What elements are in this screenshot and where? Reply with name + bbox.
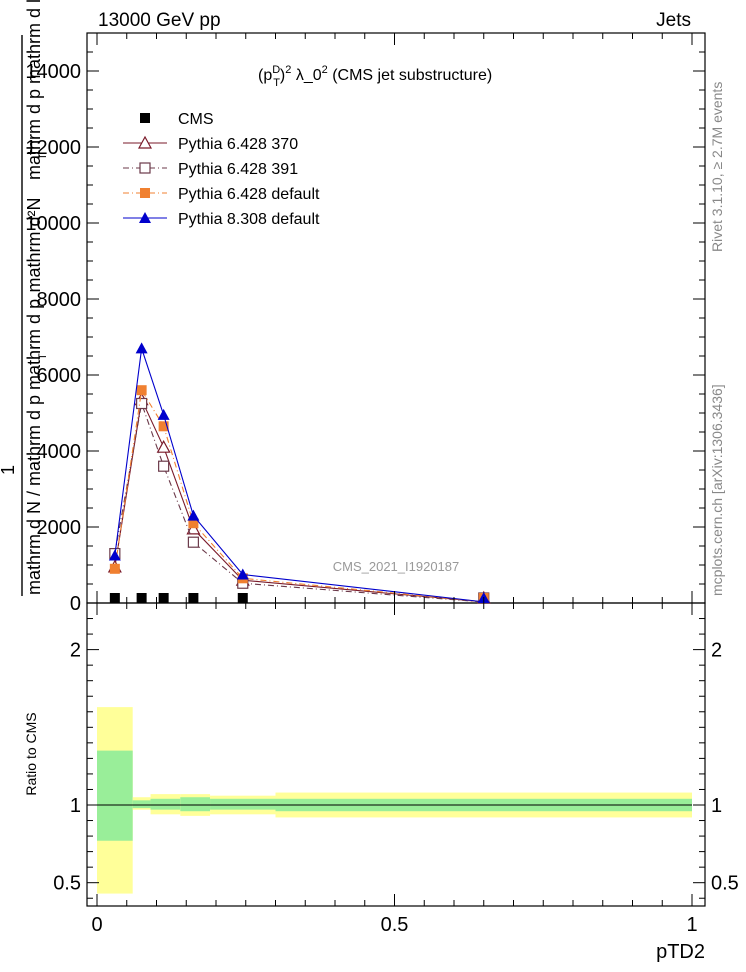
y-tick-label: 2000	[37, 517, 82, 539]
y-tick-label: 10000	[25, 213, 81, 235]
legend-marker-0	[140, 113, 150, 123]
series-point-0	[136, 593, 147, 603]
series-point-3	[158, 421, 169, 432]
ratio-band-1sigma	[150, 798, 181, 810]
series-point-2	[187, 536, 199, 548]
y-tick-label: 0	[70, 593, 81, 615]
legend-label-3: Pythia 6.428 default	[178, 186, 320, 203]
ratio-band-1sigma	[132, 800, 151, 809]
y-axis-label: mathrm d²N mathrm d p mathrm d lambda T …	[0, 0, 49, 596]
y-tick-label: 8000	[37, 289, 82, 311]
legend-label-4: Pythia 8.308 default	[178, 211, 320, 228]
ratio-y-tick-label: 1	[70, 795, 81, 817]
series-line-2	[114, 401, 484, 603]
ratio-y-tick-label: 0.5	[53, 873, 81, 895]
series-point-3	[136, 385, 147, 396]
legend-label-2: Pythia 6.428 391	[178, 161, 298, 178]
series-point-1	[186, 521, 201, 535]
series-point-3	[109, 563, 120, 574]
legend-marker-3	[140, 188, 150, 198]
y-label-prefix: 1	[0, 465, 18, 475]
legend-label-0: CMS	[178, 111, 214, 128]
y-label-numerator: mathrm d²N	[24, 197, 44, 292]
header-right: Jets	[656, 10, 691, 31]
series-line-4	[114, 348, 484, 603]
series-point-2	[158, 460, 170, 472]
series-point-2	[136, 397, 148, 410]
x-tick-label: 1	[686, 914, 697, 936]
series-point-4	[157, 408, 170, 420]
x-tick-label: 0.5	[381, 914, 409, 936]
rivet-label: Rivet 3.1.10, ≥ 2.7M events	[709, 82, 725, 252]
y-tick-label: 4000	[37, 441, 82, 463]
y-tick-label: 12000	[25, 137, 81, 159]
y-label-denominator-sub: T	[37, 353, 49, 360]
series-point-0	[188, 593, 199, 603]
header-left: 13000 GeV pp	[98, 10, 221, 31]
x-axis-label: pTD2	[656, 941, 705, 963]
series-point-0	[109, 593, 120, 603]
ratio-band-1sigma	[97, 750, 133, 841]
legend-marker-4	[139, 212, 151, 223]
ratio-y-tick-label-right: 1	[711, 795, 722, 817]
analysis-watermark: CMS_2021_I1920187	[333, 559, 460, 574]
series-point-4	[108, 549, 121, 561]
y-tick-label: 6000	[37, 365, 82, 387]
plot-title: (pD T)2 λ_02 (CMS jet substructure)	[258, 64, 492, 89]
series-line-3	[114, 388, 484, 603]
legend-label-1: Pythia 6.428 370	[178, 136, 298, 153]
series-point-3	[188, 518, 199, 529]
ratio-y-label: Ratio to CMS	[23, 712, 39, 795]
ratio-band-1sigma	[180, 797, 211, 812]
series-point-0	[237, 593, 248, 603]
series-line-1	[114, 397, 484, 603]
series-point-4	[135, 342, 148, 354]
ratio-plot-frame	[86, 602, 706, 907]
y-label-numerator-sub: T	[37, 153, 49, 160]
legend-marker-1	[137, 135, 153, 149]
y-tick-label: 14000	[25, 61, 81, 83]
y-label-denominator: mathrm d N / mathrm d p mathrm d p	[24, 299, 44, 595]
ratio-y-tick-label-right: 0.5	[711, 873, 739, 895]
series-point-0	[158, 593, 169, 603]
ratio-y-tick-label-right: 2	[711, 640, 722, 662]
series-point-4	[236, 568, 249, 580]
y-label-numerator-extra: mathrm d p mathrm d lambda	[24, 0, 44, 180]
x-tick-label: 0	[91, 914, 102, 936]
series-point-4	[187, 509, 200, 521]
ratio-y-tick-label: 2	[70, 640, 81, 662]
mcplots-label: mcplots.cern.ch [arXiv:1306.3436]	[709, 384, 725, 596]
ratio-band-1sigma	[210, 798, 276, 810]
legend-marker-2	[139, 162, 151, 174]
series-point-1	[156, 439, 171, 453]
